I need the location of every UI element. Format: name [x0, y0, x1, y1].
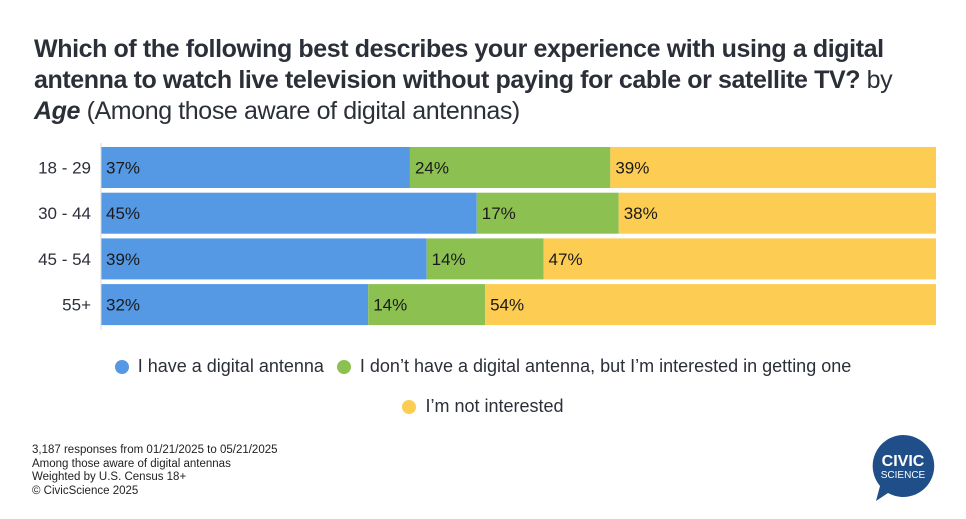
logo-text-science: SCIENCE	[881, 470, 926, 481]
bar-segment[interactable]	[101, 192, 477, 234]
title-by: by	[866, 66, 893, 94]
bar-segment[interactable]	[610, 147, 936, 188]
y-tick-label: 18 - 29	[38, 159, 91, 178]
bar-data-label: 54%	[490, 296, 524, 315]
bar-data-label: 45%	[106, 204, 140, 223]
bar-data-label: 37%	[106, 159, 140, 178]
bar-segment[interactable]	[476, 192, 619, 234]
bar-data-label: 47%	[549, 250, 583, 269]
legend-label: I don’t have a digital antenna, but I’m …	[359, 356, 852, 376]
bar-segment[interactable]	[426, 238, 544, 280]
legend-dot-icon	[114, 359, 129, 374]
stacked-bar-chart: 18 - 29 37% 24% 39% 30 - 44 45% 17% 38% 45 - 54 3…	[38, 143, 936, 330]
legend-row-1: I have a digital antenna I don’t have a …	[0, 356, 966, 379]
bar-segment[interactable]	[409, 147, 611, 188]
bar-data-label: 39%	[615, 159, 649, 178]
y-tick-label: 30 - 44	[38, 204, 91, 223]
civicscience-logo: CIVIC SCIENCE	[872, 434, 935, 501]
legend-item-have-antenna[interactable]: I have a digital antenna	[114, 356, 324, 377]
bar-segment[interactable]	[101, 284, 369, 326]
legend-dot-icon	[336, 359, 351, 374]
bars-group: 18 - 29 37% 24% 39% 30 - 44 45% 17% 38% 45 - 54 3…	[38, 147, 936, 326]
bar-segment[interactable]	[543, 238, 936, 280]
footer-copyright: © CivicScience 2025	[32, 484, 139, 497]
footer-responses: 3,187 responses from 01/21/2025 to 05/21…	[32, 444, 278, 456]
y-tick-label: 55+	[62, 296, 91, 315]
title-question: Which of the following best describes yo…	[34, 35, 884, 94]
bar-data-label: 17%	[482, 204, 516, 223]
bar-data-label: 39%	[106, 250, 140, 269]
footer-population: Among those aware of digital antennas	[32, 457, 231, 470]
y-tick-label: 45 - 54	[38, 250, 91, 269]
legend-row-2: I’m not interested	[0, 396, 966, 419]
bar-data-label: 32%	[106, 296, 140, 315]
bar-segment[interactable]	[368, 284, 486, 326]
legend-item-interested[interactable]: I don’t have a digital antenna, but I’m …	[336, 356, 852, 377]
bar-segment[interactable]	[101, 238, 427, 280]
title-dimension: Age	[34, 97, 81, 125]
bar-data-label: 14%	[432, 250, 466, 269]
title-subtitle: (Among those aware of digital antennas)	[86, 97, 521, 125]
bar-data-label: 14%	[373, 296, 407, 315]
legend-label: I have a digital antenna	[137, 356, 324, 376]
bar-segment[interactable]	[485, 284, 936, 326]
bar-data-label: 38%	[624, 204, 658, 223]
legend-dot-icon	[402, 399, 417, 414]
footer-weighting: Weighted by U.S. Census 18+	[32, 471, 187, 483]
bar-segment[interactable]	[618, 192, 936, 234]
bar-data-label: 24%	[415, 159, 449, 178]
bar-segment[interactable]	[101, 147, 410, 188]
legend-label: I’m not interested	[425, 396, 564, 416]
legend-item-not-interested[interactable]: I’m not interested	[402, 396, 564, 417]
footer-notes: 3,187 responses from 01/21/2025 to 05/21…	[32, 444, 278, 498]
logo-text-civic: CIVIC	[882, 453, 925, 470]
speech-bubble-icon	[872, 434, 935, 501]
chart-title: Which of the following best describes yo…	[34, 34, 944, 127]
